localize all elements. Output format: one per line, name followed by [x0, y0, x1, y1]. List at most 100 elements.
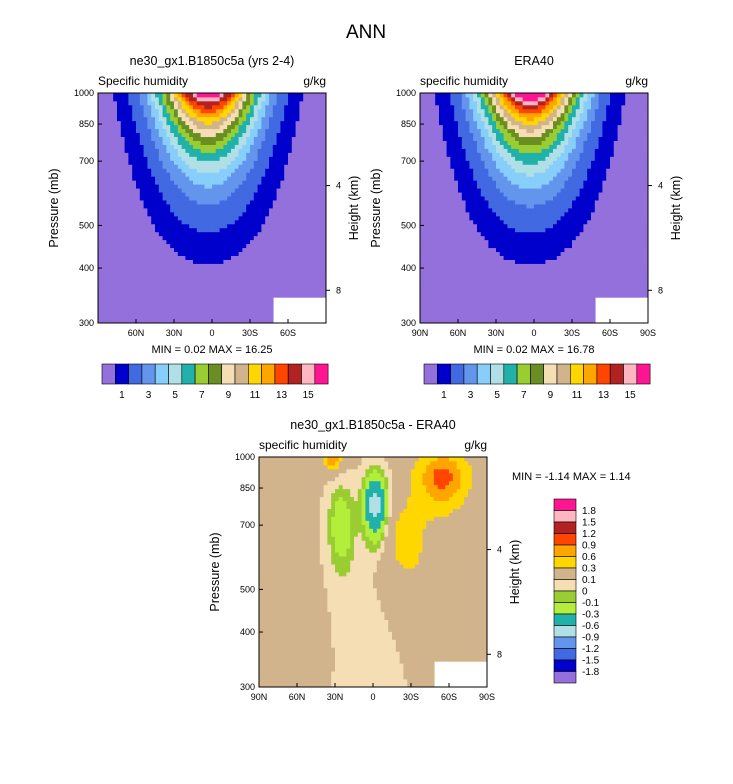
contour-cell — [193, 156, 198, 161]
contour-cell — [196, 104, 201, 110]
contour-cell — [257, 200, 262, 205]
contour-cell — [113, 319, 118, 324]
contour-cell — [269, 164, 274, 169]
contour-cell — [253, 204, 258, 209]
contour-cell — [261, 192, 266, 197]
contour-cell — [484, 319, 489, 324]
contour-cell — [139, 263, 144, 268]
contour-cell — [257, 208, 262, 213]
contour-cell — [158, 200, 163, 205]
contour-cell — [253, 168, 258, 173]
contour-cell — [461, 219, 466, 225]
contour-cell — [196, 156, 201, 161]
contour-cell — [307, 279, 312, 284]
contour-cell — [458, 108, 463, 114]
contour-cell — [420, 156, 425, 161]
contour-cell — [98, 192, 103, 197]
contour-cell — [299, 231, 304, 237]
contour-cell — [272, 243, 277, 249]
contour-cell — [280, 263, 285, 268]
contour-cell — [473, 215, 478, 221]
contour-cell — [507, 247, 512, 253]
contour-cell — [507, 231, 512, 237]
contour-cell — [423, 176, 428, 181]
contour-cell — [174, 180, 179, 185]
contour-cell — [234, 184, 239, 189]
contour-cell — [98, 124, 103, 130]
contour-cell — [253, 303, 258, 308]
contour-cell — [477, 215, 482, 221]
contour-cell — [253, 259, 258, 264]
contour-cell — [480, 271, 485, 276]
contour-cell — [450, 279, 455, 284]
contour-cell — [480, 136, 485, 141]
contour-cell — [310, 104, 315, 110]
contour-cell — [117, 168, 122, 173]
contour-cell — [515, 223, 520, 229]
contour-cell — [288, 219, 293, 225]
contour-cell — [212, 211, 217, 217]
contour-cell — [507, 128, 512, 134]
contour-cell — [238, 275, 243, 280]
contour-cell — [124, 184, 129, 189]
contour-cell — [458, 279, 463, 284]
contour-cell — [280, 211, 285, 217]
contour-cell — [450, 96, 455, 102]
contour-cell — [435, 196, 440, 201]
contour-cell — [117, 112, 122, 118]
contour-cell — [318, 271, 323, 276]
contour-cell — [269, 259, 274, 264]
contour-cell — [155, 108, 160, 114]
contour-cell — [204, 247, 209, 253]
contour-cell — [253, 247, 258, 253]
contour-cell — [314, 93, 319, 98]
contour-cell — [435, 263, 440, 268]
contour-cell — [162, 140, 167, 145]
contour-cell — [511, 112, 516, 118]
y-tick-label: 500 — [79, 220, 94, 230]
contour-cell — [480, 279, 485, 284]
contour-cell — [314, 255, 319, 260]
contour-cell — [105, 196, 110, 201]
contour-cell — [515, 208, 520, 213]
contour-cell — [469, 271, 474, 276]
contour-cell — [166, 148, 171, 153]
contour-cell — [261, 303, 266, 308]
contour-cell — [234, 144, 239, 149]
contour-cell — [484, 311, 489, 316]
contour-cell — [212, 227, 217, 233]
contour-cell — [132, 148, 137, 153]
contour-cell — [454, 172, 459, 177]
contour-cell — [120, 311, 125, 316]
contour-cell — [212, 208, 217, 213]
contour-cell — [109, 299, 114, 304]
contour-cell — [109, 247, 114, 253]
contour-cell — [234, 112, 239, 118]
contour-cell — [480, 235, 485, 241]
contour-cell — [284, 283, 289, 288]
contour-cell — [261, 93, 266, 98]
contour-cell — [261, 223, 266, 229]
contour-cell — [174, 227, 179, 233]
contour-cell — [499, 172, 504, 177]
contour-cell — [109, 108, 114, 114]
contour-cell — [458, 227, 463, 233]
contour-cell — [234, 239, 239, 245]
contour-cell — [109, 136, 114, 141]
contour-cell — [469, 243, 474, 249]
contour-cell — [200, 112, 205, 118]
contour-cell — [439, 112, 444, 118]
contour-cell — [257, 148, 262, 153]
contour-cell — [435, 255, 440, 260]
contour-cell — [136, 319, 141, 324]
contour-cell — [136, 136, 141, 141]
contour-cell — [223, 219, 228, 225]
contour-cell — [442, 215, 447, 221]
contour-cell — [219, 168, 224, 173]
contour-cell — [105, 140, 110, 145]
contour-cell — [295, 200, 300, 205]
contour-cell — [276, 168, 281, 173]
contour-cell — [231, 299, 236, 304]
contour-cell — [98, 287, 103, 292]
contour-cell — [212, 239, 217, 245]
